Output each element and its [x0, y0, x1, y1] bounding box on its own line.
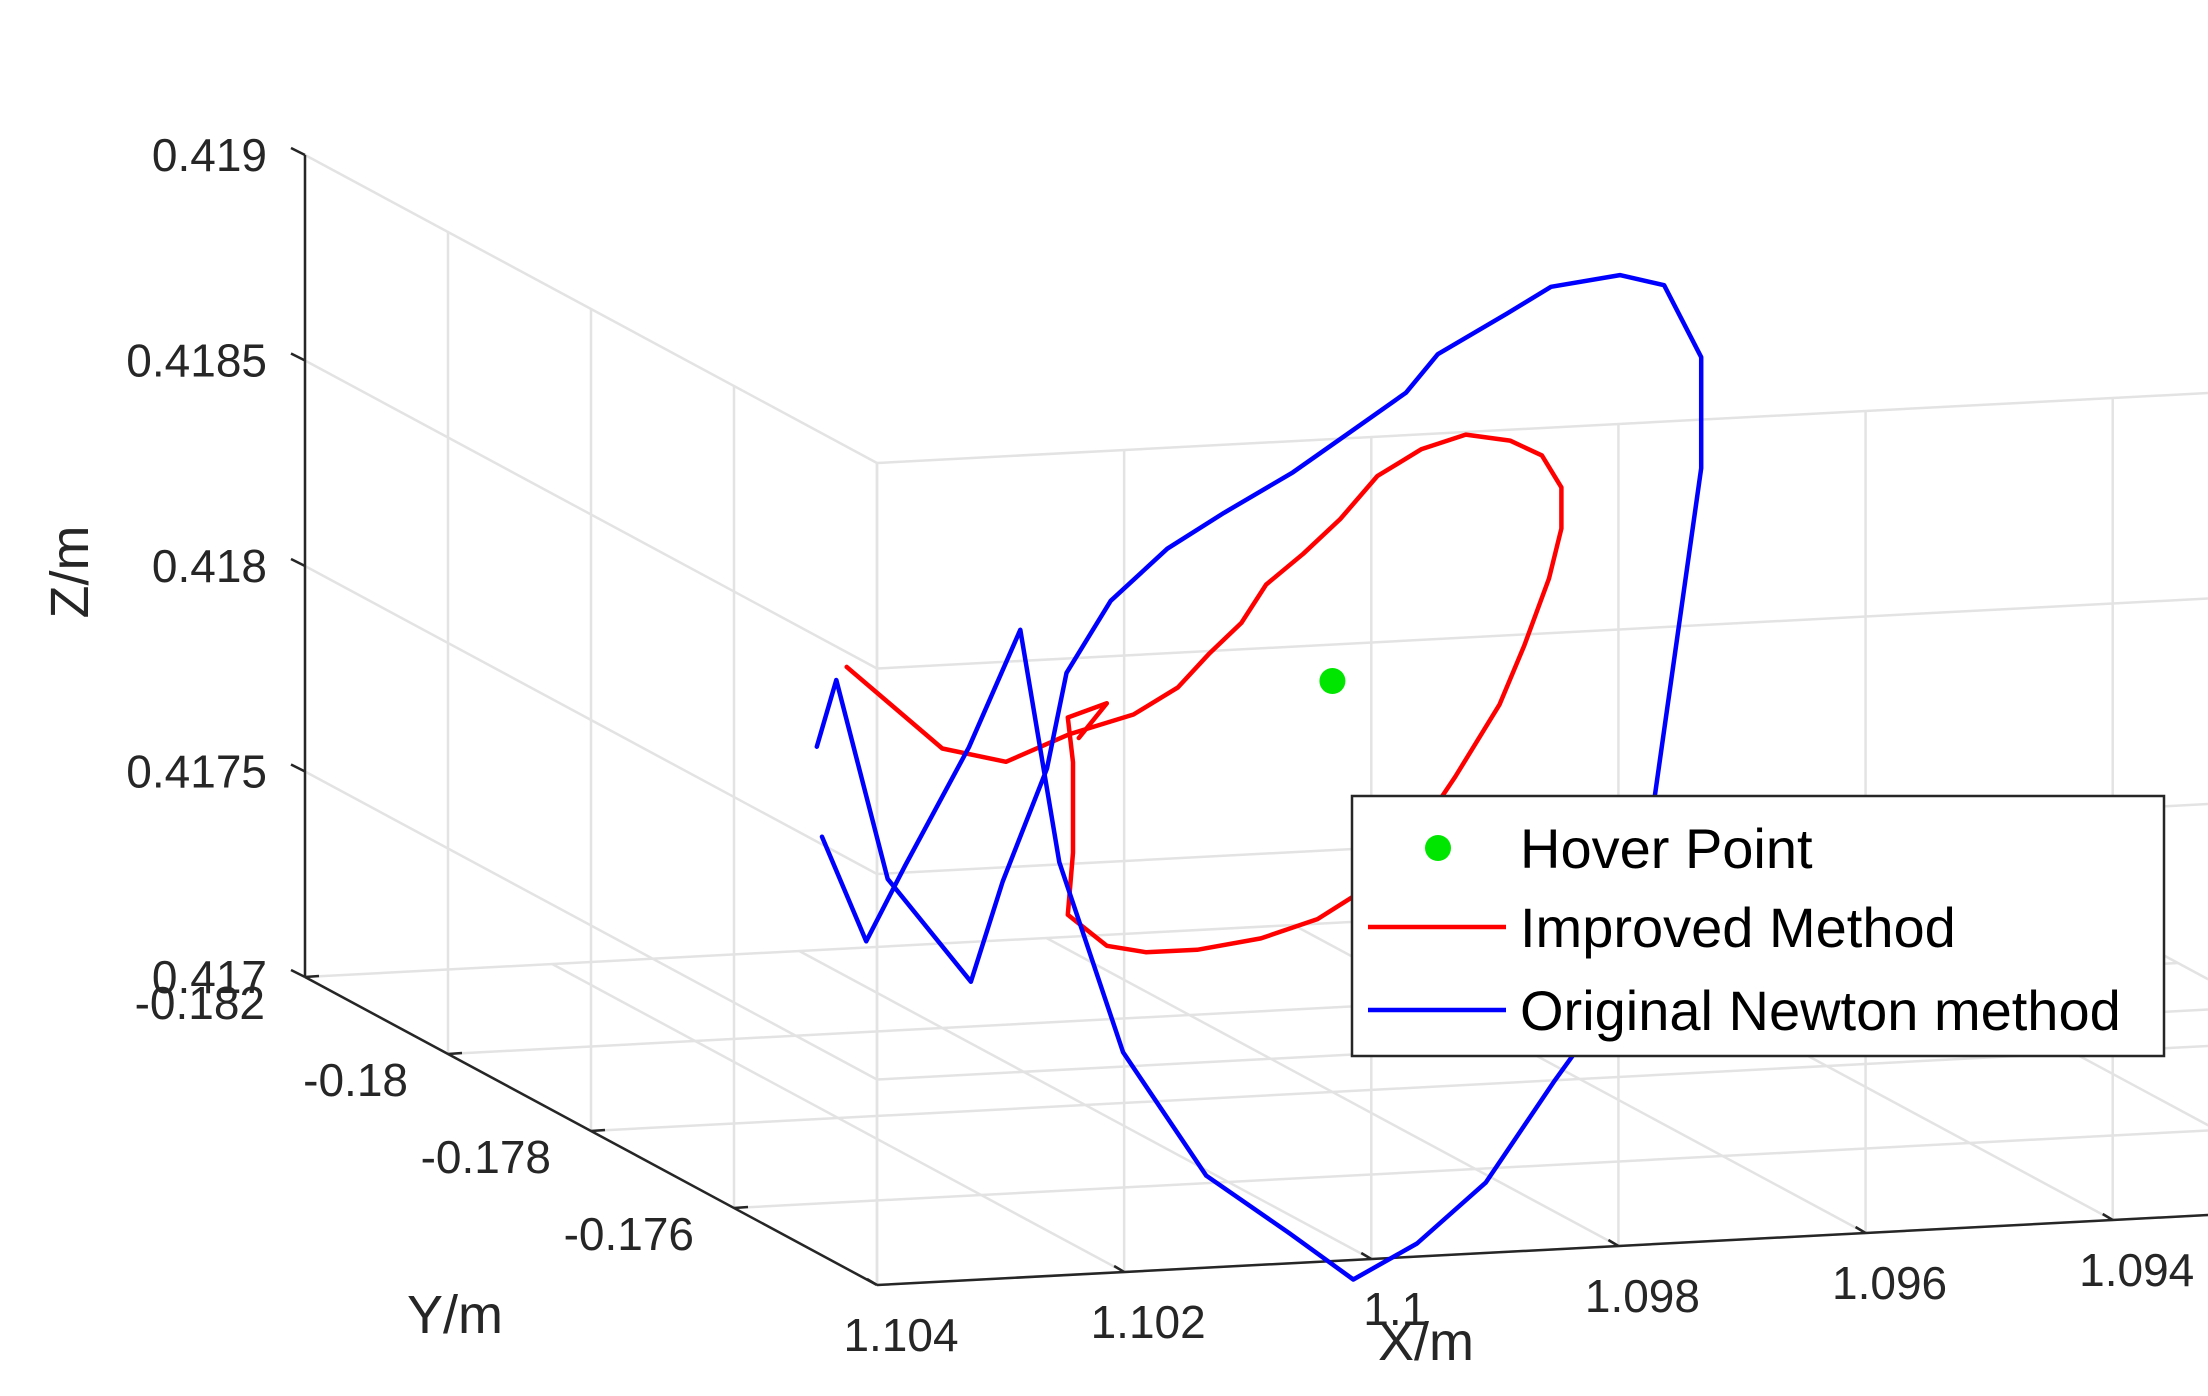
x-tick-mark — [866, 1277, 878, 1287]
x-tick-mark — [1607, 1238, 1620, 1248]
y-axis-label: Y/m — [407, 1285, 503, 1345]
y-tick-mark — [447, 1051, 463, 1056]
series-line-original-newton-method — [814, 272, 1704, 1282]
gridline-z-back — [876, 391, 2208, 465]
legend-improved-label: Improved Method — [1520, 896, 1956, 959]
x-tick-mark — [2102, 1212, 2114, 1222]
x-axis-line — [876, 1213, 2208, 1287]
data-layer — [814, 272, 1704, 1282]
y-tick-label: -0.18 — [303, 1054, 408, 1106]
y-tick-mark — [733, 1205, 749, 1210]
z-tick-mark — [290, 352, 306, 362]
tick-layer: 0.4170.41750.4180.41850.419-0.182-0.18-0… — [126, 129, 2194, 1361]
x-tick-label: 1.098 — [1585, 1270, 1700, 1322]
gridline-z-left — [304, 770, 878, 1081]
gridline-z-left — [304, 153, 878, 465]
gridline-y-floor — [876, 1213, 2208, 1287]
z-tick-label: 0.4185 — [126, 335, 267, 387]
axis-layer — [290, 146, 2208, 1287]
z-tick-label: 0.4175 — [126, 746, 267, 798]
series-line-improved-method — [844, 432, 1564, 955]
grid-layer — [303, 153, 2208, 1287]
legend-hover-label: Hover Point — [1520, 817, 1813, 880]
z-tick-label: 0.418 — [152, 540, 267, 592]
y-tick-mark — [304, 974, 320, 979]
z-tick-label: 0.417 — [152, 951, 267, 1003]
x-tick-mark — [1113, 1264, 1125, 1274]
y-tick-label: -0.182 — [135, 977, 265, 1029]
x-tick-mark — [1854, 1225, 1867, 1235]
x-tick-label: 1.1 — [1363, 1283, 1427, 1335]
gridline-z-left — [304, 359, 878, 670]
legend-hover-marker — [1425, 835, 1451, 861]
legend: Hover Point Improved Method Original New… — [1350, 794, 2166, 1058]
x-tick-mark — [1360, 1251, 1372, 1261]
hover-point-marker — [1319, 668, 1346, 694]
y-tick-mark — [590, 1128, 606, 1133]
legend-original-label: Original Newton method — [1520, 979, 2121, 1042]
z-tick-mark — [290, 557, 306, 568]
x-tick-label: 1.102 — [1091, 1296, 1206, 1348]
gridline-z-back — [876, 1213, 2208, 1287]
z-tick-mark — [290, 763, 306, 773]
gridline-z-left — [304, 564, 878, 876]
z-axis-label: Z/m — [40, 526, 100, 619]
z-tick-mark — [290, 968, 306, 979]
x-tick-label: 1.104 — [843, 1309, 958, 1361]
z-tick-label: 0.419 — [152, 129, 267, 181]
x-tick-label: 1.094 — [2079, 1244, 2194, 1296]
x-axis-label: X/m — [1378, 1312, 1474, 1372]
z-tick-mark — [290, 146, 306, 157]
y-tick-label: -0.178 — [421, 1131, 551, 1183]
y-tick-label: -0.176 — [564, 1208, 694, 1260]
x-tick-label: 1.096 — [1832, 1257, 1947, 1309]
gridline-y-floor — [733, 1129, 2208, 1210]
gridline-z-back — [876, 597, 2208, 670]
